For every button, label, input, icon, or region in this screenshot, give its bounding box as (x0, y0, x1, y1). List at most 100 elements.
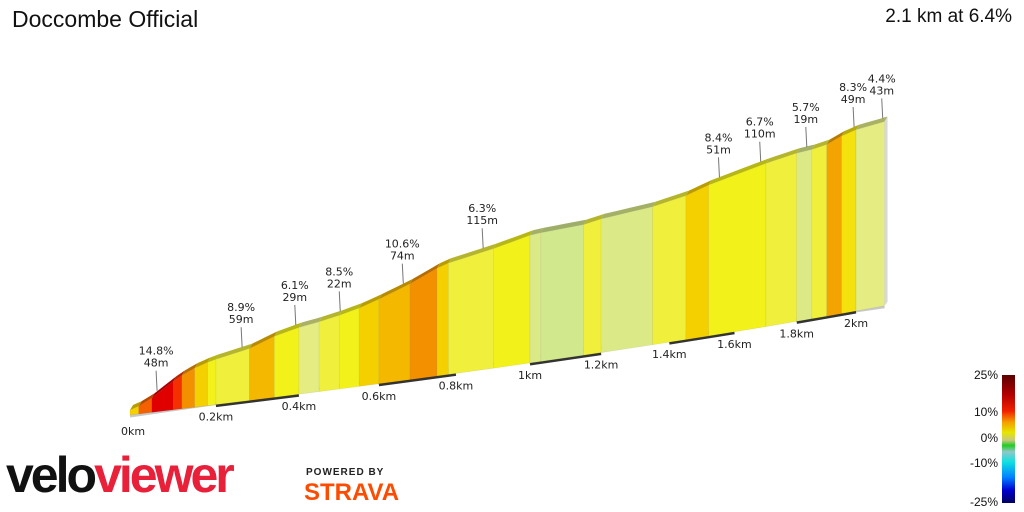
profile-segment (138, 397, 153, 415)
profile-segment-top (796, 144, 815, 154)
profile-segment-top (410, 263, 440, 284)
profile-segment (151, 380, 174, 413)
logo-viewer: viewer (94, 447, 235, 503)
profile-segment-top (708, 158, 769, 185)
profile-segment-top (811, 139, 830, 150)
profile-segment (338, 307, 360, 390)
profile-segment-top (826, 131, 845, 145)
annotation-length: 19m (793, 113, 818, 126)
profile-segment (796, 149, 813, 322)
profile-segment (358, 298, 380, 387)
elevation-profile-chart: 0km 0.2km 0.4km 0.6km 0.8km 1km 1.2km 1.4km 1.6k… (121, 72, 896, 438)
profile-segment (652, 195, 687, 346)
profile-segment (540, 224, 584, 362)
annotation-leader-line (759, 141, 762, 162)
profile-segment (841, 129, 857, 314)
baseline-dark-segment (669, 331, 735, 345)
x-tick-label: 1.2km (584, 359, 619, 372)
logo-velo: velo (6, 447, 97, 503)
profile-segment (409, 267, 438, 380)
annotation-leader-line (881, 98, 884, 119)
profile-segment (173, 374, 183, 411)
baseline-dark-segment (796, 310, 857, 324)
legend-label: -10% (969, 456, 998, 470)
profile-segment-top (765, 148, 800, 164)
annotation-length: 51m (706, 143, 731, 156)
profile-segment (436, 262, 449, 377)
profile-segment-top (274, 322, 302, 337)
profile-segment-top (856, 116, 888, 130)
annotation-leader-line (294, 304, 297, 325)
powered-by-label: POWERED BY (306, 467, 385, 478)
profile-segment-top (130, 401, 142, 410)
profile-segment (855, 121, 885, 312)
annotation-length: 49m (841, 93, 866, 106)
x-tick-label: 1.6km (717, 338, 752, 351)
x-tick-label: 1.8km (779, 327, 814, 340)
profile-segment (600, 206, 653, 353)
x-tick-label: 1.4km (652, 348, 687, 361)
strava-logo[interactable]: STRAVA (304, 479, 400, 506)
annotation-length: 43m (869, 84, 894, 97)
profile-segment-top (207, 354, 219, 363)
profile-segment-top (685, 179, 712, 196)
legend-label: 10% (973, 405, 998, 419)
annotation-grade: 14.8% (139, 345, 174, 358)
profile-segment (318, 314, 340, 392)
annotation-length: 29m (282, 291, 307, 304)
gradient-color-bar (1002, 375, 1015, 503)
gradient-color-legend: 25% 10% 0% -10% -25% (950, 368, 1024, 512)
annotation-leader-line (852, 106, 855, 128)
annotation-grade: 8.4% (704, 131, 732, 144)
profile-segment-top (448, 243, 497, 264)
profile-segment-top (540, 219, 587, 233)
profile-segment (298, 321, 320, 395)
x-tick-label: 0.8km (439, 379, 474, 392)
profile-segment (583, 218, 602, 356)
profile-segment (194, 361, 208, 408)
profile-segment-top (652, 190, 689, 207)
profile-segment-top (319, 310, 343, 322)
annotation-length: 59m (229, 313, 254, 326)
profile-segment (529, 232, 542, 364)
annotation-grade: 5.7% (792, 101, 820, 114)
profile-segment (765, 152, 798, 327)
profile-end-face (884, 116, 888, 306)
profile-segment-top (378, 278, 414, 300)
x-tick-label: 2km (844, 317, 868, 330)
annotation-grade: 4.4% (868, 72, 896, 85)
annotation-leader-line (240, 327, 243, 348)
annotation-length: 48m (144, 357, 169, 370)
annotation-leader-line (155, 370, 158, 391)
profile-segment-top (151, 376, 177, 399)
profile-segment (274, 327, 300, 398)
x-tick-label: 1km (518, 369, 542, 382)
climb-summary: 2.1 km at 6.4% (885, 6, 1012, 27)
profile-segment (448, 248, 494, 375)
profile-segment-top (173, 370, 185, 382)
annotation-leader-line (401, 263, 404, 284)
annotation-leader-line (338, 291, 341, 312)
profile-segment (493, 234, 531, 369)
profile-segment (207, 358, 217, 406)
annotation-grade: 8.3% (839, 81, 867, 94)
profile-segment-top (138, 393, 155, 407)
annotation-leader-line (717, 157, 720, 178)
profile-segment-top (359, 294, 382, 309)
annotation-leader-line (481, 228, 484, 249)
annotation-length: 115m (466, 214, 498, 227)
x-tick-label: 0.4km (282, 400, 317, 413)
veloviewer-logo[interactable]: veloviewer (6, 447, 235, 503)
annotation-grade: 8.5% (325, 265, 353, 278)
profile-segment (378, 283, 411, 385)
x-tick-label: 0.2km (199, 411, 234, 424)
profile-segment-top (181, 363, 198, 376)
annotation-grade: 10.6% (385, 238, 420, 251)
annotation-grade: 6.7% (746, 116, 774, 129)
legend-label: 25% (973, 368, 998, 382)
annotation-leader-line (805, 126, 808, 147)
profile-segment (708, 162, 767, 337)
profile-segment-top (249, 331, 278, 349)
profile-segment (826, 135, 842, 317)
profile-segment-top (215, 343, 253, 360)
